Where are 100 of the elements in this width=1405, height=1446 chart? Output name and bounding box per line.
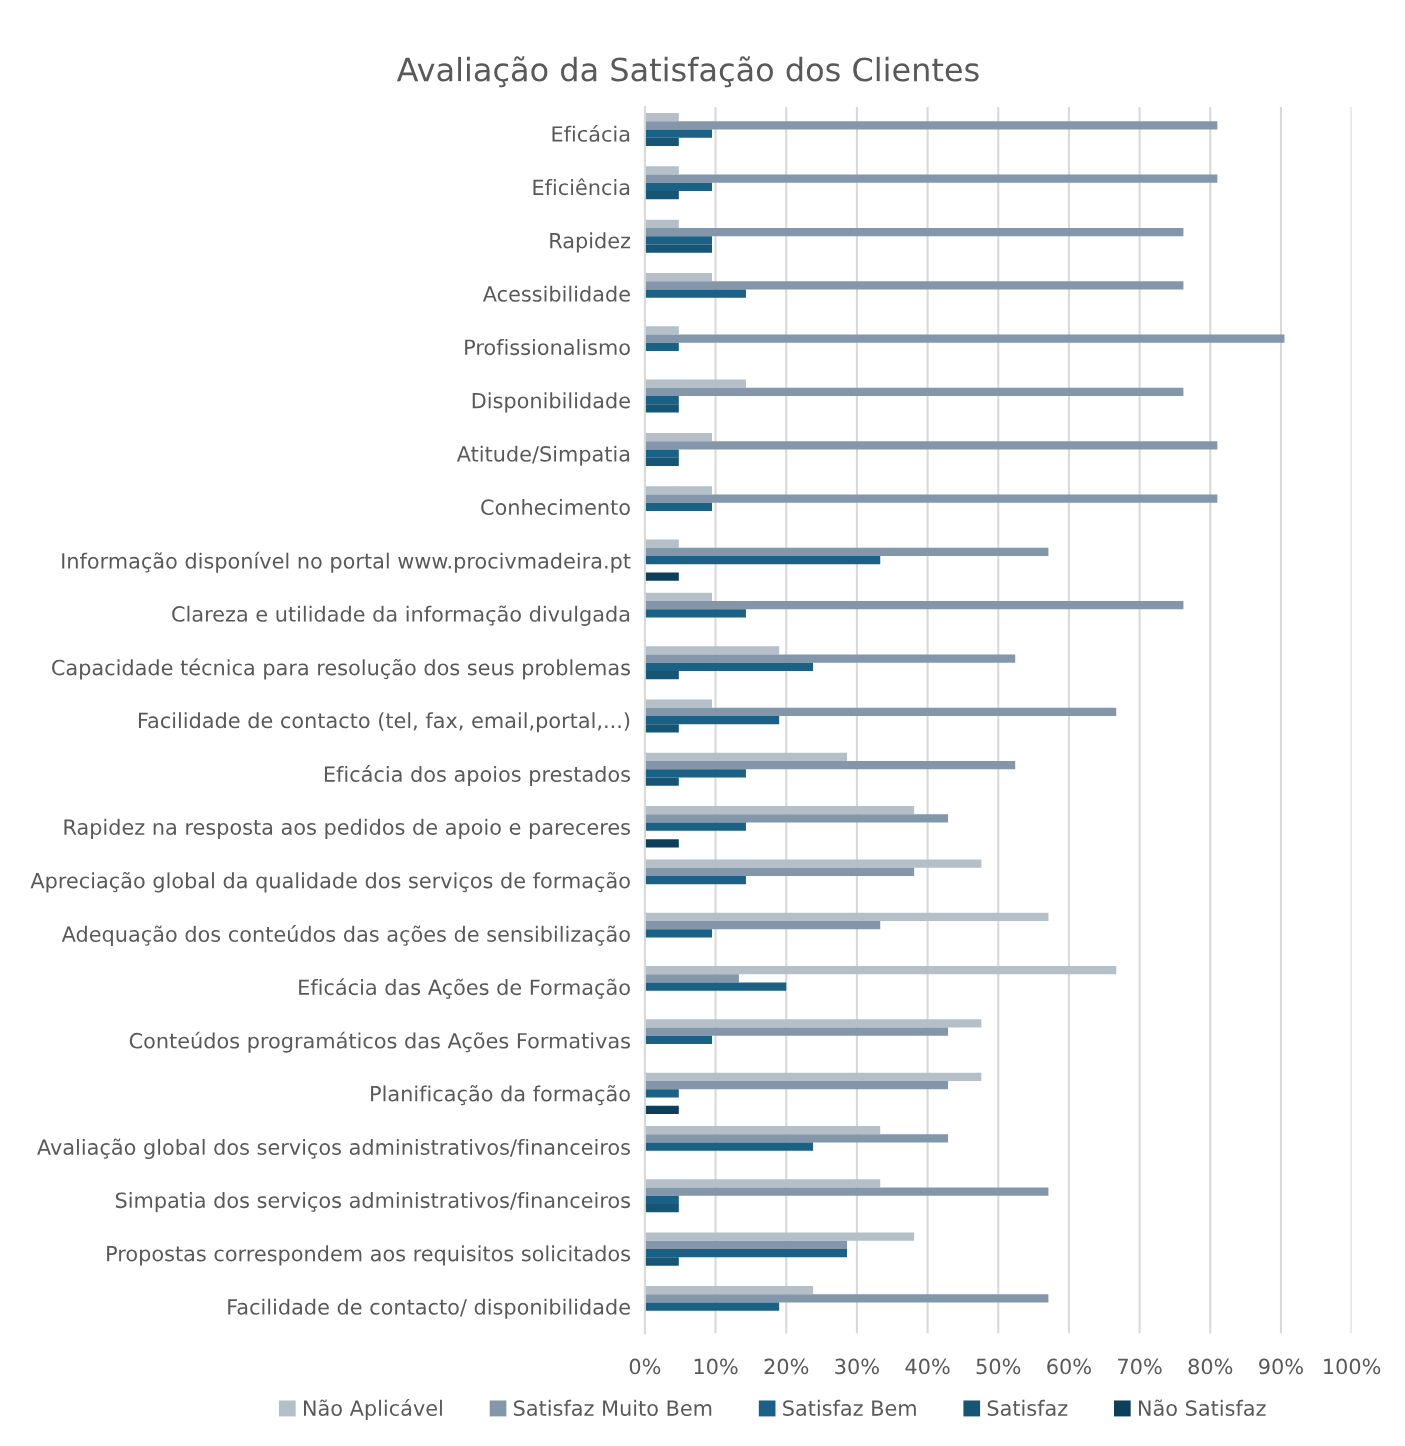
bar [644,592,713,602]
y-tick-label: Facilidade de contacto/ disponibilidade [228,1298,630,1319]
bar [644,867,915,876]
bar [644,1187,1049,1196]
y-tick-label: Simpatia dos serviços administrativos/financeiros [115,1192,630,1213]
bar [644,814,949,823]
legend-label: Satisfaz Bem [783,1399,916,1416]
bar [644,113,679,122]
bar [644,761,1016,770]
bar [644,486,713,495]
bar [644,1142,814,1151]
legend-label: Não Satisfaz [1138,1399,1266,1416]
bar [644,662,814,671]
bar [644,1249,848,1258]
bar [644,379,746,388]
bar [644,1019,982,1028]
bar [644,166,679,175]
x-tick-label: 60% [1047,1358,1091,1375]
bar [644,839,679,848]
y-tick-label: Propostas correspondem aos requisitos solicitados [107,1245,630,1266]
bar [644,547,1049,557]
bar [644,601,1184,610]
bar [644,236,713,245]
bar [644,342,679,352]
bar [644,182,713,192]
bar [644,387,1184,397]
bar [644,1204,679,1213]
bar [644,1080,949,1090]
bar [644,920,881,930]
x-tick-label: 70% [1118,1358,1162,1375]
x-tick-label: 50% [976,1358,1021,1375]
bar [644,502,713,511]
bar [644,822,746,831]
bar [644,724,679,733]
bar [644,1285,814,1295]
x-tick-label: 90% [1259,1358,1303,1375]
x-tick-label: 80% [1188,1358,1233,1375]
bar [644,715,780,725]
bar [644,982,787,991]
bar [644,875,746,885]
y-tick-label: Facilidade de contacto (tel, fax, email,portal,...) [138,712,630,733]
y-tick-label: Eficácia dos apoios prestados [324,765,630,787]
bar [644,699,713,708]
y-tick-label: Conhecimento [481,498,630,516]
bar [644,572,679,581]
x-tick-label: 30% [835,1358,879,1375]
legend-label: Satisfaz [987,1399,1068,1416]
bar [644,457,679,466]
bar [644,432,713,442]
bar [644,244,713,253]
x-tick-label: 20% [764,1358,809,1375]
y-tick-label: Apreciação global da qualidade dos serviços de formação [30,871,630,893]
bar [644,191,679,200]
y-tick-label: Planificação da formação [371,1085,630,1106]
bar [644,1294,1049,1303]
bar [644,1125,881,1135]
chart-title: Avaliação da Satisfação dos Clientes [396,56,979,88]
bar [644,289,746,298]
bar [644,137,679,147]
bar [644,1257,679,1266]
y-tick-label: Eficácia [552,124,630,142]
bar [644,539,679,548]
y-tick-label: Informação disponível no portal www.procivmadeira.pt [62,551,631,573]
bar [644,609,746,618]
bar [644,1035,713,1045]
bar [644,556,881,565]
bar [644,404,679,413]
bar [644,1072,982,1081]
bar [644,1105,679,1114]
bar [644,670,679,680]
x-tick-label: 10% [694,1358,738,1375]
bar [644,441,1218,450]
bar [644,654,1016,663]
bar [644,174,1218,183]
bar [644,281,1184,290]
y-tick-label: Avaliação global dos serviços administrativos/financeiros [37,1138,630,1160]
bar [644,752,848,762]
bar [644,272,713,282]
legend-label: Não Aplicável [303,1399,442,1421]
bar [644,859,982,868]
x-tick-label: 100% [1324,1358,1381,1375]
y-tick-label: Profissionalismo [465,339,630,356]
y-tick-label: Rapidez [550,232,631,253]
bar [644,1232,915,1241]
bar [644,806,915,815]
y-tick-label: Rapidez na resposta aos pedidos de apoio e pareceres [64,818,630,839]
bar [644,912,1049,921]
bar [644,1179,881,1188]
bar [644,227,1184,237]
bar [644,1240,848,1250]
bar [644,121,1218,130]
x-tick-label: 40% [905,1358,950,1375]
y-tick-label: Eficácia das Ações de Formação [299,978,630,999]
x-tick-label: 0% [629,1358,661,1375]
y-tick-label: Eficiência [533,178,630,196]
y-tick-label: Adequação dos conteúdos das ações de sensibilização [61,925,630,947]
bar [644,966,1117,975]
legend-label: Satisfaz Muito Bem [513,1399,712,1416]
y-tick-label: Acessibilidade [482,285,630,302]
bar [644,219,679,228]
